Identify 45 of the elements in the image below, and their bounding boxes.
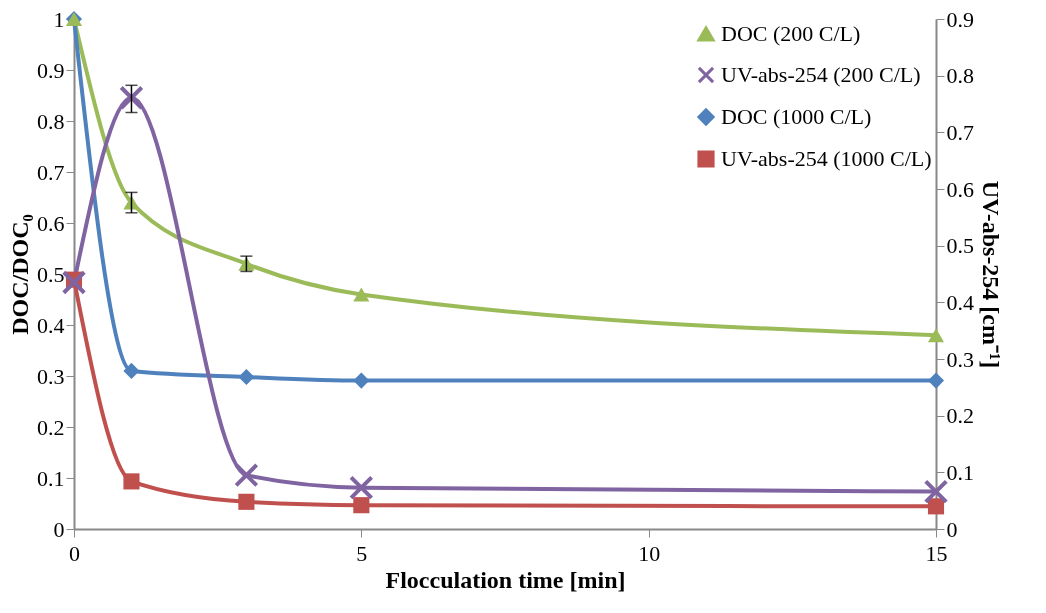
point	[119, 85, 144, 111]
x-axis-title: Flocculation time [min]	[385, 566, 626, 593]
legend-label: UV-abs-254 (200 C/L)	[721, 62, 921, 87]
point	[923, 479, 949, 504]
y2-tick-label: 0.8	[946, 63, 974, 89]
point	[234, 462, 259, 488]
point	[349, 475, 374, 500]
point	[353, 372, 370, 389]
point	[927, 498, 945, 515]
y-tick-label: 0.9	[37, 57, 65, 83]
legend-label: UV-abs-254 (1000 C/L)	[721, 146, 932, 171]
point	[353, 287, 370, 302]
point	[353, 497, 370, 514]
y-tick-label: 0.5	[37, 261, 65, 287]
point	[123, 362, 140, 379]
x-tick-label: 10	[638, 540, 661, 566]
y-tick-label: 0.3	[37, 363, 65, 389]
y2-tick-label: 0.6	[946, 176, 974, 202]
legend-label: DOC (1000 C/L)	[721, 104, 872, 129]
point	[927, 372, 945, 389]
x-tick-label: 15	[925, 540, 948, 566]
y-axis-title: DOC/DOC₀	[7, 214, 33, 335]
y-tick-label: 1	[53, 6, 65, 32]
point	[927, 328, 945, 343]
y2-tick-label: 0.9	[946, 6, 974, 32]
point	[123, 473, 140, 490]
y2-tick-label: 0.4	[946, 289, 974, 315]
y2-tick-label: 0.3	[946, 346, 974, 372]
y-tick-label: 0.1	[37, 465, 65, 491]
y-tick-label: 0	[53, 516, 65, 542]
point	[238, 493, 255, 510]
y-tick-label: 0.8	[37, 108, 65, 134]
y2-axis-title: UV-abs-254 [cm⁻¹]	[978, 180, 1004, 369]
x-tick-label: 5	[356, 540, 368, 566]
y2-tick-label: 0.1	[946, 459, 974, 485]
y-tick-label: 0.6	[37, 210, 65, 236]
y2-tick-label: 0.7	[946, 119, 974, 145]
legend-label: DOC (200 C/L)	[721, 21, 861, 46]
y-tick-label: 0.4	[37, 312, 65, 338]
y2-tick-label: 0	[946, 516, 958, 542]
point	[238, 368, 255, 386]
y2-tick-label: 0.5	[946, 233, 974, 259]
y-tick-label: 0.7	[37, 159, 65, 185]
y-tick-label: 0.2	[37, 414, 65, 440]
y2-tick-label: 0.2	[946, 403, 974, 429]
